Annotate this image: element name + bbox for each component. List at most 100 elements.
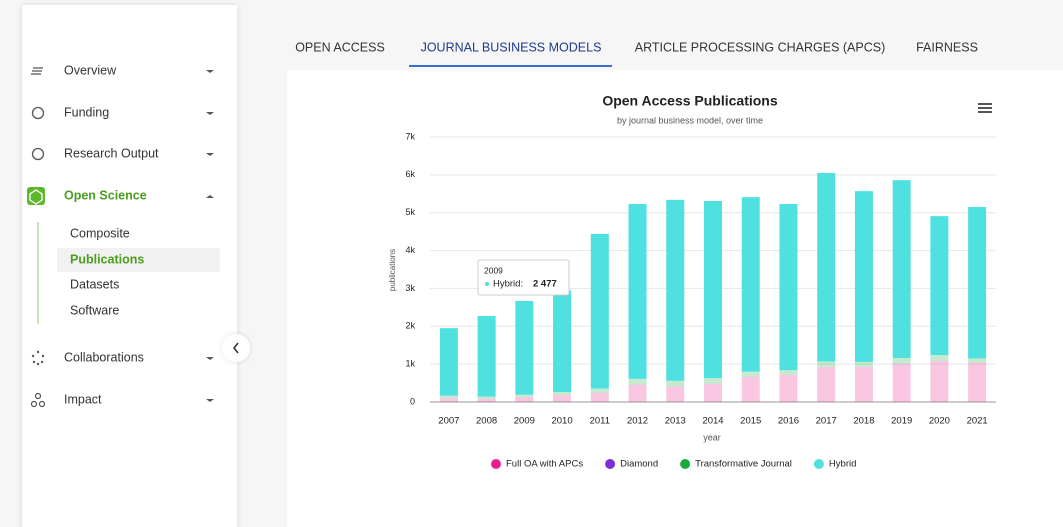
bar-segment — [439, 328, 458, 396]
bar-segment — [817, 172, 836, 362]
y-tick-label: 0 — [410, 396, 415, 406]
icon — [31, 350, 45, 366]
chart-subtitle: by journal business model, over time — [617, 115, 763, 125]
chevron — [206, 70, 214, 73]
sub-item[interactable]: Composite — [70, 226, 130, 240]
chevron — [206, 195, 214, 198]
bar-segment — [515, 300, 534, 395]
tooltip: 2009 Hybrid: 2 477 — [477, 259, 570, 296]
bar-segment — [892, 180, 911, 359]
tab[interactable]: ARTICLE PROCESSING CHARGES (APCS) — [635, 40, 886, 54]
bar-segment — [477, 316, 496, 397]
bar-segment — [779, 375, 798, 402]
y-tick-label: 1k — [405, 359, 415, 369]
legend-label: Hybrid — [829, 459, 856, 470]
x-tick-label: 2018 — [853, 416, 874, 427]
nav-item[interactable]: Open Science — [64, 188, 147, 202]
bar-segment — [590, 388, 609, 393]
nav-item[interactable]: Funding — [64, 105, 109, 119]
sub-item[interactable]: Publications — [70, 252, 144, 266]
x-tick-label: 2019 — [891, 416, 912, 427]
x-axis-title: year — [703, 432, 721, 442]
bar-segment — [930, 216, 949, 356]
legend-dot — [813, 459, 824, 469]
legend-dot — [491, 459, 501, 469]
x-tick-label: 2008 — [476, 416, 497, 427]
bar-segment — [854, 367, 873, 402]
nav-item[interactable]: Research Output — [64, 146, 159, 160]
y-axis-title: publications — [388, 249, 397, 291]
sub-item[interactable]: Datasets — [70, 277, 119, 291]
bar-segment — [666, 380, 685, 387]
tab-underline — [409, 65, 612, 67]
bar-segment — [779, 370, 798, 375]
icon — [30, 392, 46, 408]
y-tick-label: 6k — [405, 169, 415, 179]
chevron — [206, 357, 214, 360]
bar-segment — [553, 395, 572, 402]
tab-active[interactable]: JOURNAL BUSINESS MODELS — [421, 40, 602, 54]
y-tick-label: 4k — [405, 245, 415, 255]
x-tick-label: 2012 — [627, 416, 648, 427]
tooltip-value: 2 477 — [533, 279, 557, 290]
icon — [31, 106, 45, 120]
x-tick-label: 2007 — [438, 416, 459, 427]
sub-item[interactable]: Software — [70, 303, 119, 317]
bar-segment — [439, 395, 458, 399]
bar-segment — [892, 358, 911, 364]
nav-item[interactable]: Impact — [64, 392, 102, 406]
legend: Full OA with APCs Diamond Transformative J… — [491, 459, 856, 470]
y-tick-label: 5k — [405, 207, 415, 217]
collapse-button[interactable] — [222, 334, 250, 362]
bar-segment — [854, 361, 873, 367]
active-bg — [57, 248, 220, 272]
bar-segment — [628, 378, 647, 385]
bar-segment — [704, 383, 722, 402]
collapse-icon — [232, 342, 239, 354]
tooltip-box — [477, 259, 570, 296]
x-tick-label: 2013 — [665, 416, 686, 427]
bar-segment — [628, 384, 647, 402]
chevron — [206, 112, 214, 115]
bar-segment — [817, 361, 836, 367]
bar-segment — [704, 200, 722, 379]
nav-item[interactable]: Collaborations — [64, 350, 144, 364]
legend-dot — [680, 459, 691, 469]
bar-segment — [553, 391, 572, 395]
bar-segment — [741, 371, 760, 377]
x-tick-label: 2011 — [590, 416, 610, 427]
bar-segment — [741, 197, 760, 372]
x-tick-label: 2017 — [816, 416, 837, 427]
legend-label: Diamond — [620, 459, 658, 470]
legend-label: Full OA with APCs — [506, 459, 583, 470]
chevron — [206, 153, 214, 156]
tab[interactable]: OPEN ACCESS — [295, 40, 385, 54]
x-tick-label: 2016 — [778, 416, 799, 427]
icon — [31, 67, 43, 75]
bar-segment — [779, 204, 798, 371]
bar-segment — [930, 355, 949, 361]
x-tick-label: 2009 — [514, 416, 535, 427]
legend-label: Transformative Journal — [695, 459, 792, 470]
nav-item[interactable]: Overview — [64, 63, 117, 77]
y-tick-label: 2k — [405, 321, 415, 331]
x-tick-label: 2015 — [740, 416, 761, 427]
tab[interactable]: FAIRNESS — [916, 40, 978, 54]
bar-segment — [515, 397, 534, 402]
bar-segment — [590, 233, 609, 389]
chart-title: Open Access Publications — [602, 93, 778, 109]
tooltip-label: Hybrid: — [493, 279, 523, 290]
bar-segment — [741, 377, 760, 402]
x-tick-label: 2021 — [967, 416, 988, 427]
tooltip-dot — [485, 282, 489, 286]
bar-segment — [666, 199, 685, 381]
bar-segment — [439, 398, 458, 402]
bar-segment — [968, 358, 987, 363]
menu-icon[interactable] — [978, 103, 992, 113]
y-tick-label: 7k — [405, 131, 415, 141]
plot: 0 1k 2k 3k 4k 5k 6k 7k 2007 2008 2009 2010 2011 2012 2… — [405, 131, 996, 427]
bar-segment — [666, 386, 685, 402]
legend-dot — [605, 459, 616, 469]
x-tick-label: 2014 — [702, 416, 723, 427]
